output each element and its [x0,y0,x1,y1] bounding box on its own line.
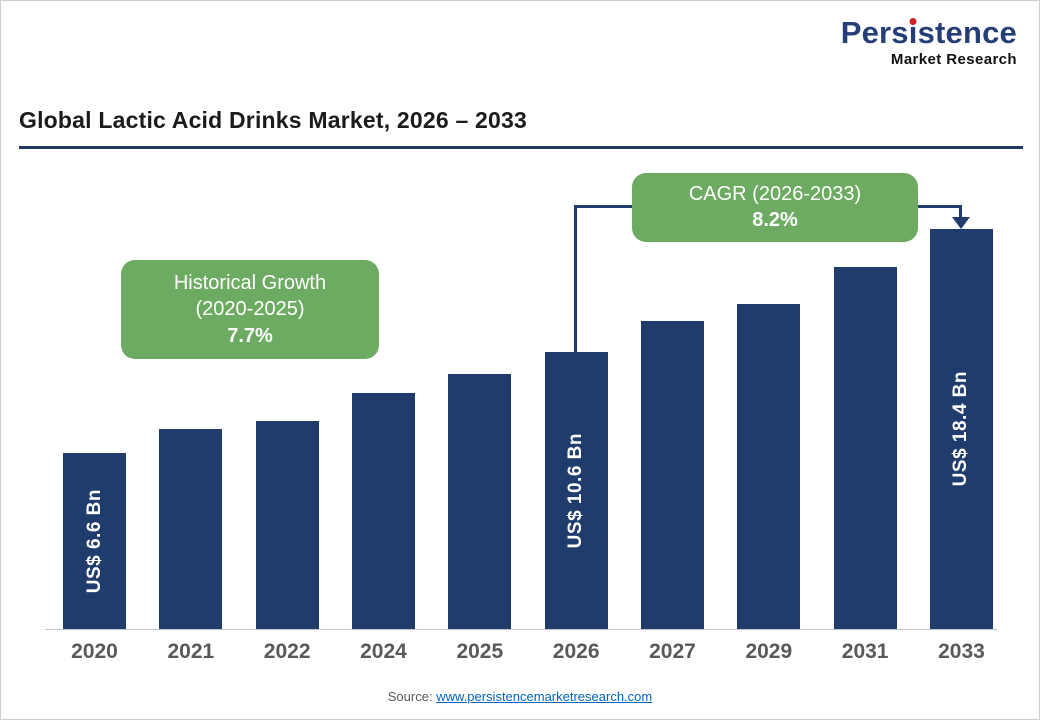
page-title: Global Lactic Acid Drinks Market, 2026 –… [19,107,527,133]
brand-name-i: i [908,15,918,50]
bar-2026: US$ 10.6 Bn [544,352,608,629]
callout-historical-growth: Historical Growth (2020-2025) 7.7% [121,260,379,360]
connector-line-vertical-right [959,205,962,219]
brand-logo: Persistence Market Research [840,15,1017,68]
x-axis-label-2024: 2024 [360,640,407,663]
source-link[interactable]: www.persistencemarketresearch.com [436,689,653,704]
bar-2027 [640,321,704,629]
title-underline [19,146,1023,149]
bar-value-label: US$ 10.6 Bn [565,432,587,549]
x-axis-label-2031: 2031 [841,640,889,663]
connector-line-vertical-left [574,205,577,352]
bar-2021 [159,429,223,629]
x-axis-label-2029: 2029 [745,640,793,663]
bars-row: US$ 6.6 Bn US$ 10.6 Bn US$ 18.4 Bn [63,171,993,629]
x-axis-line [45,629,997,630]
historical-growth-value: 7.7% [227,324,273,347]
logo-letter-i: i [908,15,918,50]
bar-2031 [833,267,897,629]
callout-cagr: CAGR (2026-2033) 8.2% [632,173,918,242]
x-axis-label-2020: 2020 [71,640,118,663]
x-axis-label-2021: 2021 [167,640,215,663]
bar-value-label: US$ 6.6 Bn [83,488,105,594]
bar-2025 [448,374,512,629]
brand-name-post: stence [917,15,1017,50]
bar-2022 [255,421,319,629]
arrow-down-icon [952,217,970,229]
x-axis-label-2027: 2027 [649,640,696,663]
bar-2020: US$ 6.6 Bn [63,453,126,629]
brand-subtitle: Market Research [890,50,1017,68]
x-axis-label-2026: 2026 [552,640,600,663]
historical-growth-title: Historical Growth [173,272,327,294]
source-label: Source: [387,689,433,704]
brand-name: Persistence [840,15,1017,50]
x-axis-label-2033: 2033 [938,640,985,663]
bar-2033: US$ 18.4 Bn [929,229,993,629]
source-note: Source: www.persistencemarketresearch.co… [1,689,1039,704]
bar-value-label: US$ 18.4 Bn [950,371,972,487]
x-axis-labels: 2020 2021 2022 2024 2025 2026 2027 2029 2031 2033 [63,640,993,664]
brand-name-pre: Pers [840,15,909,50]
x-axis-label-2025: 2025 [456,640,504,663]
cagr-title: CAGR (2026-2033) [688,183,862,205]
bar-2029 [737,304,801,629]
x-axis-label-2022: 2022 [263,640,311,663]
bar-2024 [351,393,415,629]
cagr-value: 8.2% [752,209,798,232]
historical-growth-period: (2020-2025) [195,298,305,321]
